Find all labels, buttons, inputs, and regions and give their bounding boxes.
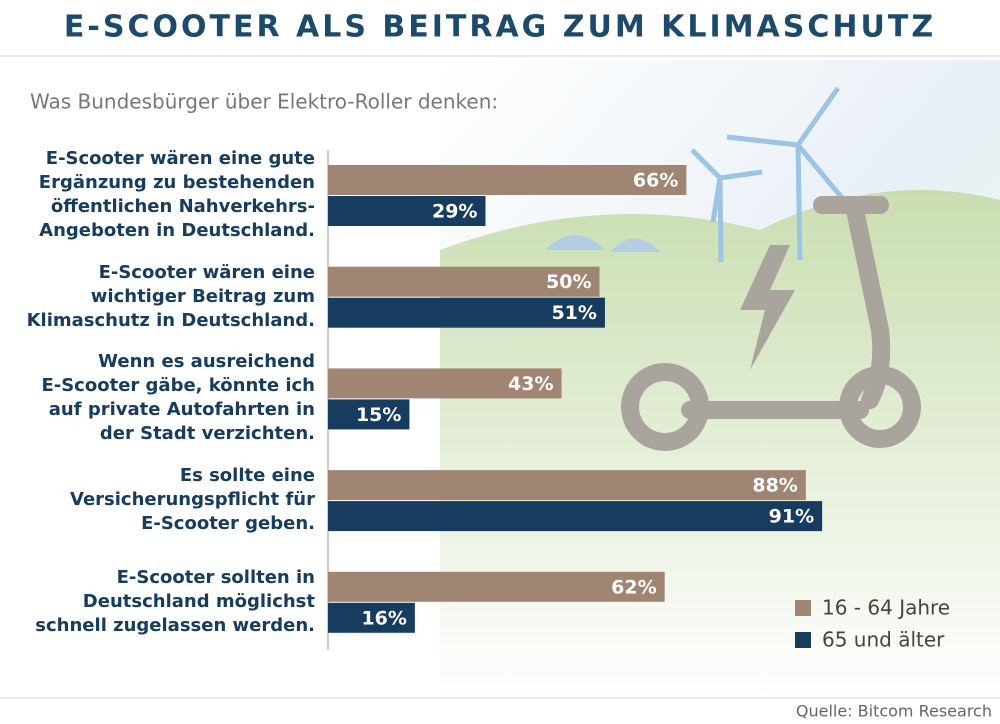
value-label: 91% bbox=[769, 506, 814, 528]
value-label: 66% bbox=[633, 170, 678, 192]
value-label: 51% bbox=[551, 302, 596, 324]
subtitle: Was Bundesbürger über Elektro-Roller den… bbox=[30, 90, 498, 114]
bar bbox=[328, 165, 687, 195]
bar bbox=[328, 368, 562, 399]
category-label: Es sollte eine Versicherungspflicht für … bbox=[70, 465, 315, 535]
legend-swatch bbox=[795, 600, 811, 616]
value-label: 88% bbox=[752, 475, 797, 497]
value-label: 29% bbox=[432, 201, 477, 223]
turbines bbox=[690, 86, 850, 263]
bolt bbox=[740, 245, 795, 370]
chart-title: E-SCOOTER ALS BEITRAG ZUM KLIMASCHUTZ bbox=[64, 10, 936, 45]
bar bbox=[328, 196, 486, 226]
value-label: 16% bbox=[361, 607, 406, 629]
source: Quelle: Bitcom Research bbox=[796, 702, 992, 721]
bar bbox=[328, 266, 600, 297]
value-label: 15% bbox=[356, 404, 401, 426]
legend-label: 16 - 64 Jahre bbox=[822, 596, 950, 620]
value-label: 62% bbox=[611, 576, 656, 598]
biogas bbox=[545, 235, 660, 252]
value-label: 50% bbox=[546, 271, 591, 293]
category-label: Wenn es ausreichend E-Scooter gäbe, könn… bbox=[41, 351, 315, 445]
bar bbox=[328, 470, 806, 501]
category-label: E-Scooter sollten in Deutschland möglich… bbox=[35, 566, 315, 636]
category-label: E-Scooter wären eine wichtiger Beitrag z… bbox=[26, 261, 315, 331]
scooter bbox=[621, 196, 921, 451]
bar bbox=[328, 602, 415, 633]
legend-label: 65 und älter bbox=[822, 628, 945, 652]
bar bbox=[328, 571, 665, 602]
bar bbox=[328, 297, 605, 328]
legend-swatch bbox=[795, 632, 811, 648]
value-label: 43% bbox=[508, 373, 553, 395]
bar bbox=[328, 399, 410, 430]
bar bbox=[328, 501, 823, 532]
hill bbox=[440, 190, 1000, 700]
category-label: E-Scooter wären eine gute Ergänzung zu b… bbox=[38, 148, 315, 241]
